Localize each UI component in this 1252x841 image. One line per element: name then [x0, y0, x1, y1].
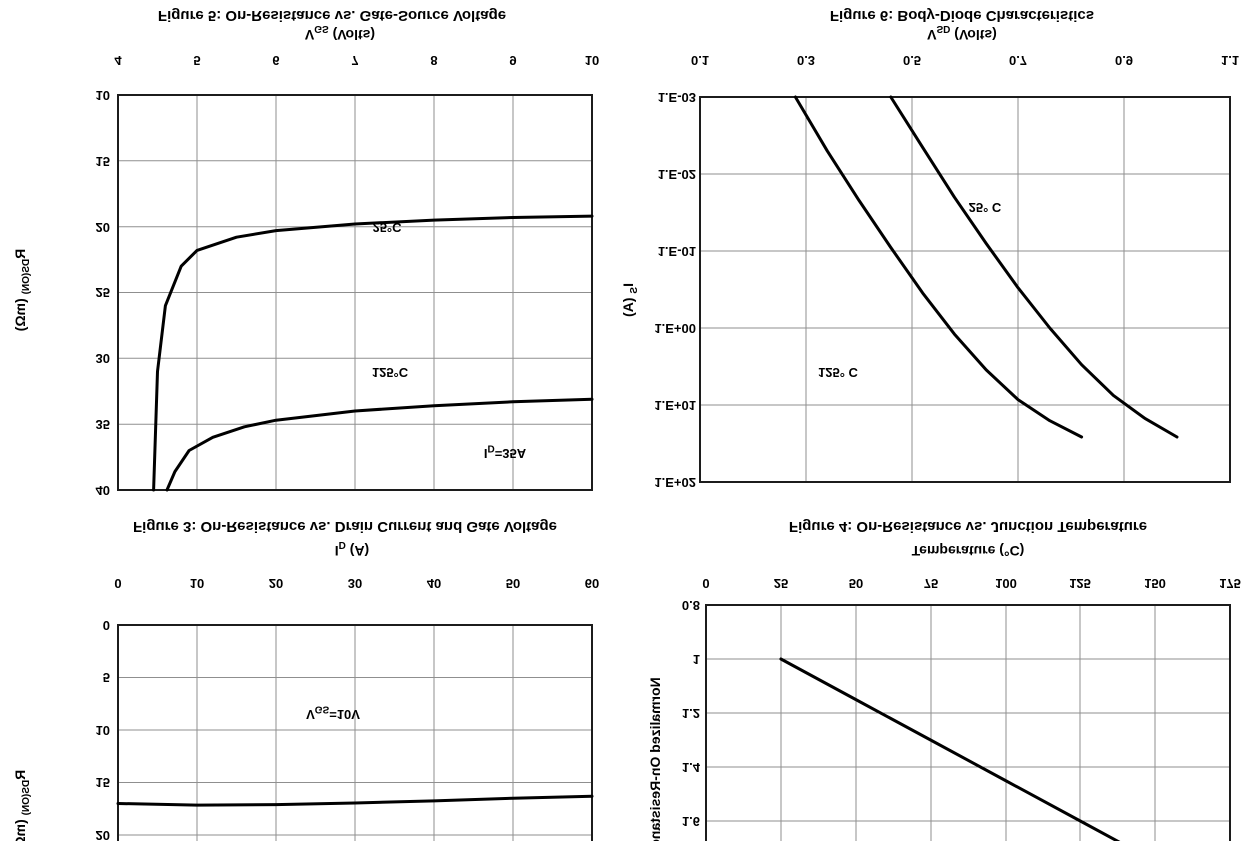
fig5-x-tick-label: 8	[430, 53, 438, 68]
fig4-plot	[705, 604, 1232, 841]
fig4-plot-border	[705, 604, 1231, 841]
fig4-y-tick-label: 1.2	[681, 706, 700, 721]
fig6-y-tick-label: 1.E+01	[654, 398, 696, 413]
fig5-plot-border	[117, 94, 593, 491]
fig4-x-tick-label: 150	[1144, 576, 1166, 591]
fig4-y-tick-label: 1	[692, 652, 700, 667]
fig4-x-tick-label: 25	[773, 576, 789, 591]
figure5-y-axis-title: RDS(ON) (mΩ)	[12, 248, 32, 332]
fig5-y-tick-label: 35	[95, 417, 110, 433]
fig4-y-tick-label: 1.4	[681, 760, 700, 775]
figure6-curve-label-125c: 125° C	[818, 365, 858, 380]
figure3-x-axis-title: ID (A)	[334, 539, 370, 559]
fig6-curve-125C	[793, 95, 1084, 439]
fig6-x-tick-label: 1.1	[1220, 53, 1240, 68]
figure6-caption: Figure 6: Body-Diode Characteristics	[829, 7, 1095, 24]
fig4-x-tick-label: 125	[1069, 576, 1091, 591]
fig3-curve-VGS10V	[116, 794, 594, 807]
figure5-caption: Figure 5: On-Resistance vs. Gate-Source …	[157, 7, 507, 24]
fig5-y-tick-label: 20	[95, 219, 110, 235]
fig6-x-tick-label: 0.7	[1008, 53, 1028, 68]
fig5-curve-25C	[152, 214, 594, 492]
figure6-curve-label-25c: 25° C	[968, 200, 1002, 215]
fig4-y-tick-label: 0.8	[681, 598, 700, 613]
fig6-curve-25C	[889, 95, 1179, 439]
fig3-x-tick-label: 30	[347, 576, 363, 591]
fig6-x-tick-label: 0.9	[1114, 53, 1134, 68]
figure5-condition-label: ID=35A	[483, 442, 527, 461]
fig3-y-tick-label: 5	[102, 670, 110, 686]
figure6-y-axis-title: IS (A)	[620, 283, 640, 317]
fig6-y-tick-label: 1.E+00	[654, 321, 696, 336]
fig3-y-tick-label: 0	[102, 618, 110, 633]
fig5-x-tick-label: 6	[272, 53, 280, 68]
fig4-x-tick-label: 175	[1219, 576, 1241, 591]
fig3-x-tick-label: 20	[268, 576, 284, 591]
fig5-curve-125C	[165, 397, 594, 492]
fig3-x-tick-label: 10	[189, 576, 205, 591]
fig5-y-tick-label: 25	[95, 285, 110, 301]
fig5-y-tick-label: 15	[95, 153, 110, 169]
figure4-caption: Figure 4: On-Resistance vs. Junction Tem…	[788, 518, 1148, 535]
fig3-y-tick-label: 20	[95, 828, 110, 841]
fig4-x-tick-label: 0	[702, 576, 710, 591]
fig5-x-tick-label: 10	[584, 53, 600, 68]
fig5-x-tick-label: 7	[351, 53, 359, 68]
figure5-curve-label-125c: 125°C	[371, 365, 409, 380]
fig6-x-tick-label: 0.3	[796, 53, 816, 68]
fig5-y-tick-label: 40	[95, 483, 110, 498]
figure3-caption: Figure 3: On-Resistance vs. Drain Curren…	[133, 518, 557, 535]
fig5-x-tick-label: 4	[114, 53, 122, 68]
fig4-y-tick-label: 1.6	[681, 814, 700, 829]
fig4-x-tick-label: 50	[848, 576, 864, 591]
fig4-x-tick-label: 75	[923, 576, 939, 591]
fig6-plot-border	[699, 96, 1231, 483]
fig3-x-tick-label: 0	[114, 576, 122, 591]
fig6-y-tick-label: 1.E-01	[657, 244, 696, 259]
fig5-x-tick-label: 9	[509, 53, 517, 68]
fig5-x-tick-label: 5	[193, 53, 201, 68]
fig5-plot	[117, 94, 594, 492]
figure3-y-axis-title: RDS(ON) (mΩ)	[12, 769, 32, 841]
fig6-plot	[699, 95, 1231, 483]
fig3-y-tick-label: 15	[95, 775, 110, 791]
fig6-y-tick-label: 1.E-02	[657, 167, 696, 182]
figure3-curve-label: VGS=10V	[306, 703, 360, 722]
figure4-x-axis-title: Temperature (°C)	[911, 543, 1025, 559]
fig3-x-tick-label: 50	[505, 576, 521, 591]
fig6-y-tick-label: 1.E-03	[657, 90, 696, 105]
fig3-y-tick-label: 10	[95, 723, 110, 738]
fig5-y-tick-label: 10	[95, 88, 110, 103]
fig6-x-tick-label: 0.1	[690, 53, 710, 68]
fig4-x-tick-label: 100	[995, 576, 1017, 591]
fig4-curve-NormalizedRDSON	[779, 657, 1232, 841]
fig6-y-tick-label: 1.E+02	[654, 475, 696, 490]
fig3-x-tick-label: 60	[584, 576, 600, 591]
fig5-y-tick-label: 30	[95, 351, 110, 367]
fig3-plot	[116, 624, 594, 841]
figure5-curve-label-25c: 25°C	[372, 220, 402, 235]
fig6-x-tick-label: 0.5	[902, 53, 922, 68]
fig3-plot-border	[117, 624, 593, 841]
fig3-x-tick-label: 40	[426, 576, 442, 591]
